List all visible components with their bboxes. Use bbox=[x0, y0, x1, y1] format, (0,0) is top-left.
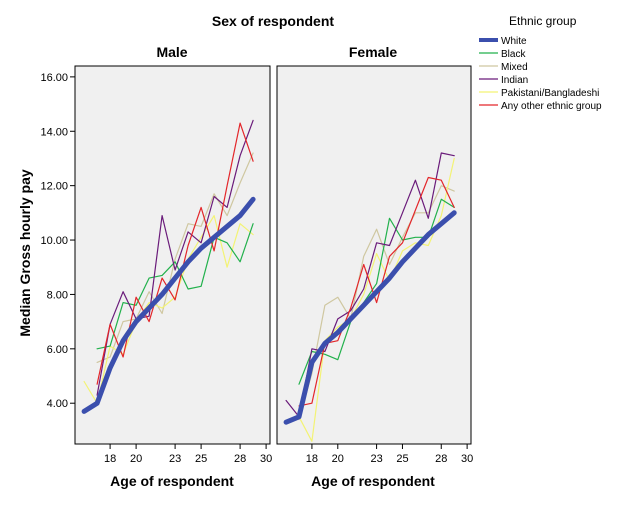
series-line-indian bbox=[285, 152, 455, 418]
series-line-any-other-ethnic-group bbox=[96, 122, 254, 385]
x-axis-title-female: Age of respondent bbox=[311, 473, 435, 489]
x-tick-label: 28 bbox=[435, 453, 447, 465]
x-tick-label: 18 bbox=[306, 453, 318, 465]
series-line-mixed bbox=[96, 152, 254, 363]
legend-title: Ethnic group bbox=[509, 14, 577, 28]
panel-title-female: Female bbox=[349, 44, 397, 60]
chart-title: Sex of respondent bbox=[212, 13, 334, 29]
legend-label: Indian bbox=[501, 75, 528, 86]
x-tick-label: 30 bbox=[461, 453, 473, 465]
y-tick-label: 10.00 bbox=[40, 235, 68, 247]
y-tick-label: 8.00 bbox=[47, 289, 68, 301]
series-line-indian bbox=[96, 119, 254, 396]
legend: Ethnic group White Black Mixed Indian Pakist… bbox=[479, 14, 602, 112]
series-line-black bbox=[96, 223, 254, 350]
legend-label: Mixed bbox=[501, 62, 528, 73]
x-tick-label: 25 bbox=[396, 453, 408, 465]
x-tick-label: 23 bbox=[370, 453, 382, 465]
series-line-white bbox=[283, 210, 457, 425]
y-axis: 4.00 6.00 8.00 10.00 12.00 14.00 16.00 bbox=[40, 72, 75, 410]
x-axis-title-male: Age of respondent bbox=[110, 473, 234, 489]
series-line-white bbox=[81, 196, 256, 414]
y-axis-title: Median Gross hourly pay bbox=[17, 169, 33, 336]
series-line-mixed bbox=[298, 185, 455, 421]
x-tick-label: 30 bbox=[260, 453, 272, 465]
x-tick-label: 28 bbox=[234, 453, 246, 465]
y-tick-label: 12.00 bbox=[40, 181, 68, 193]
legend-label: White bbox=[501, 36, 527, 47]
y-tick-label: 4.00 bbox=[47, 398, 68, 410]
y-tick-label: 14.00 bbox=[40, 126, 68, 138]
legend-label: Pakistani/Bangladeshi bbox=[501, 88, 599, 99]
x-tick-label: 18 bbox=[104, 453, 116, 465]
panel-title-male: Male bbox=[156, 44, 187, 60]
x-tick-label: 20 bbox=[130, 453, 142, 465]
series-line-pakistani-bangladeshi bbox=[83, 215, 254, 404]
y-tick-label: 6.00 bbox=[47, 344, 68, 356]
panel-0: 18 20 23 25 28 30 bbox=[74, 65, 272, 465]
legend-label: Black bbox=[501, 49, 526, 60]
panel-1: 18 20 23 25 28 30 bbox=[276, 65, 473, 465]
x-tick-label: 25 bbox=[195, 453, 207, 465]
x-tick-label: 23 bbox=[169, 453, 181, 465]
legend-label: Any other ethnic group bbox=[501, 101, 602, 112]
y-tick-label: 16.00 bbox=[40, 72, 68, 84]
panels-group: 18 20 23 25 28 30 18 20 23 25 28 30 bbox=[74, 65, 473, 465]
x-tick-label: 20 bbox=[332, 453, 344, 465]
